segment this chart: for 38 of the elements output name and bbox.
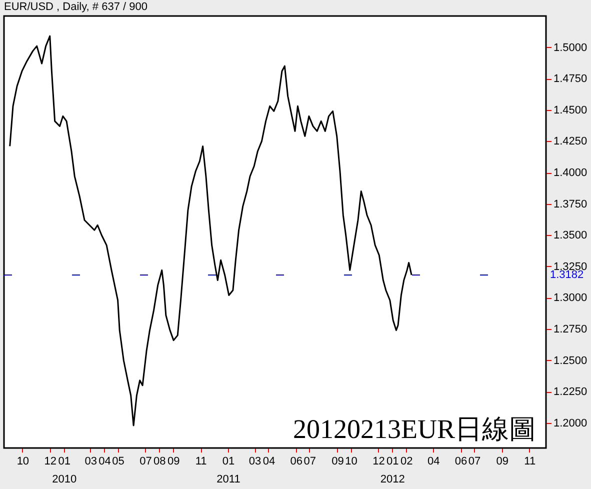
x-tick-label: 11 <box>524 456 536 468</box>
y-tick-label: 1.5000 <box>554 42 588 54</box>
x-tick-label: 08 <box>154 456 166 468</box>
x-tick-label: 04 <box>262 456 276 468</box>
y-tick-label: 1.4500 <box>554 104 588 116</box>
x-tick-label: 06 <box>454 456 468 468</box>
y-tick-label: 1.3000 <box>554 292 588 304</box>
x-tick-label: 12 <box>44 456 57 468</box>
x-tick-label: 04 <box>98 456 111 468</box>
ref-line-label: 1.3182 <box>550 268 584 281</box>
x-tick-label: 07 <box>140 456 152 468</box>
x-tick-label: 12 <box>372 456 385 468</box>
y-tick-label: 1.4000 <box>554 167 588 180</box>
x-tick-label: 01 2011 <box>216 456 240 486</box>
x-tick-label: 09 <box>496 456 509 468</box>
x-tick-label: 02 <box>400 456 413 468</box>
x-tick-label: 09 <box>167 456 180 468</box>
y-tick-label: 1.2500 <box>554 354 588 367</box>
chart-title: EUR/USD , Daily, # 637 / 900 <box>4 1 148 13</box>
x-tick-label: 06 <box>290 456 303 468</box>
y-tick-label: 1.4250 <box>554 136 588 148</box>
x-tick-label: 03 <box>84 456 97 468</box>
x-tick-label: 05 <box>112 456 124 468</box>
x-tick-label: 09 <box>332 456 344 468</box>
x-tick-label: 04 <box>427 456 440 468</box>
y-tick-label: 1.3750 <box>554 198 588 210</box>
x-tick-label: 10 <box>16 456 30 468</box>
x-tick-label: 10 <box>345 456 358 468</box>
y-tick-label: 1.3500 <box>554 230 588 242</box>
x-tick-label: 07 <box>468 456 481 468</box>
y-tick-label: 1.4750 <box>554 73 588 86</box>
x-tick-label: 03 <box>248 456 262 468</box>
y-tick-label: 1.2250 <box>554 386 588 398</box>
x-tick-label: 11 <box>195 456 207 468</box>
x-tick-label: 07 <box>304 456 316 468</box>
y-tick-label: 1.2000 <box>554 417 588 430</box>
y-tick-label: 1.2750 <box>554 324 588 336</box>
annotation: 20120213EUR日線圖 <box>293 414 536 444</box>
